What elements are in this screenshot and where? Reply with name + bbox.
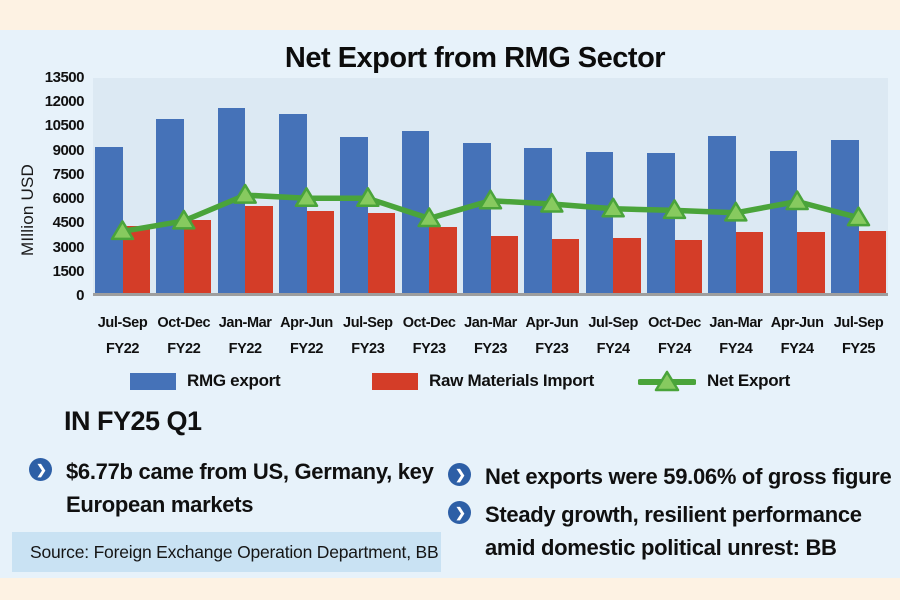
x-axis-category-labels: Jul-Sep FY22 Oct-Dec FY22 Jan-Mar FY22 Apr-Jun… xyxy=(93,310,888,366)
bottom-cream-strip xyxy=(0,578,900,600)
y-tick-label: 3000 xyxy=(52,238,85,256)
legend-swatch xyxy=(130,372,176,390)
rmg-export-bar xyxy=(217,108,246,293)
raw-materials-import-bar xyxy=(797,232,825,293)
raw-materials-import-bar xyxy=(122,226,150,293)
y-axis-tick-labels: 13500 12000 10500 9000 7500 6000 4500 3000 1500 0 xyxy=(30,69,85,304)
rmg-export-bar xyxy=(95,146,123,293)
top-cream-strip xyxy=(0,0,900,30)
legend-swatch xyxy=(372,372,418,390)
bar-group xyxy=(831,75,886,293)
bullet-markets: ❯ $6.77b came from US, Germany, key Euro… xyxy=(29,455,434,521)
chevron-right-circle-icon: ❯ xyxy=(448,463,471,486)
rmg-export-bar xyxy=(769,150,798,293)
rmg-export-bar xyxy=(831,139,859,293)
raw-materials-import-bar xyxy=(674,239,702,293)
bar-group xyxy=(279,75,334,293)
raw-materials-import-bar xyxy=(490,236,518,293)
page-title: Net Export from RMG Sector xyxy=(284,42,666,74)
chart-plot-area xyxy=(93,78,888,296)
y-tick-label: 13500 xyxy=(44,69,85,86)
x-category-label: Jul-Sep FY22 xyxy=(97,315,148,357)
source-note: Source: Foreign Exchange Operation Depar… xyxy=(12,532,441,572)
y-tick-label: 12000 xyxy=(44,93,85,111)
bullet-text: Steady growth, resilient performance ami… xyxy=(485,502,862,560)
rmg-export-bar xyxy=(708,136,736,293)
raw-materials-import-bar xyxy=(613,238,641,293)
x-category-label: Jan-Mar FY24 xyxy=(709,315,763,357)
x-category-label: Jan-Mar FY22 xyxy=(218,315,272,357)
raw-materials-import-bar xyxy=(858,230,886,293)
legend-label: Net Export xyxy=(707,371,790,390)
x-category-label: Jan-Mar FY23 xyxy=(464,315,517,357)
raw-materials-import-bar xyxy=(551,238,580,293)
rmg-export-bar xyxy=(524,147,552,293)
bar-group xyxy=(524,75,580,293)
legend-label: Raw Materials Import xyxy=(429,371,594,390)
legend-item-net-export: Net Export xyxy=(638,368,790,394)
x-category-label: Oct-Dec FY22 xyxy=(157,315,211,357)
rmg-export-bar xyxy=(340,137,368,293)
bar-group xyxy=(647,75,702,293)
legend-item-rmg-export: RMG export xyxy=(130,368,281,394)
raw-materials-import-bar xyxy=(429,226,457,293)
bar-group xyxy=(156,75,212,293)
x-category-label: Oct-Dec FY24 xyxy=(648,315,701,357)
x-category-label: Jul-Sep FY23 xyxy=(343,315,393,357)
bar-group xyxy=(463,75,518,293)
rmg-export-bar xyxy=(279,113,307,293)
raw-materials-import-bar xyxy=(306,210,334,293)
bar-group xyxy=(401,75,457,293)
y-tick-label: 6000 xyxy=(52,190,85,208)
bullet-net-export-share: ❯ Net exports were 59.06% of gross figur… xyxy=(448,460,893,493)
y-tick-label: 9000 xyxy=(52,141,85,159)
legend-line-triangle-icon xyxy=(638,370,696,392)
raw-materials-import-bar xyxy=(367,213,396,293)
bar-group xyxy=(769,75,825,293)
y-tick-label: 7500 xyxy=(52,165,85,183)
bar-group xyxy=(217,75,273,293)
highlight-heading: IN FY25 Q1 xyxy=(64,406,202,436)
y-tick-label: 10500 xyxy=(44,117,85,135)
bullet-steady-growth: ❯ Steady growth, resilient performance a… xyxy=(448,498,893,564)
x-category-label: Apr-Jun FY24 xyxy=(770,315,824,357)
x-category-label: Jul-Sep FY25 xyxy=(833,315,884,357)
bar-group xyxy=(95,75,150,293)
rmg-export-bar xyxy=(401,130,430,293)
chevron-right-circle-icon: ❯ xyxy=(29,458,52,481)
rmg-export-bar xyxy=(463,142,491,293)
bar-group xyxy=(708,75,764,293)
legend-item-raw-materials-import: Raw Materials Import xyxy=(372,368,594,394)
raw-materials-import-bar xyxy=(183,219,212,293)
chevron-right-circle-icon: ❯ xyxy=(448,501,471,524)
x-category-label: Apr-Jun FY22 xyxy=(280,315,333,357)
content-panel: Net Export from RMG Sector MIllion USD 1… xyxy=(0,30,900,578)
x-category-label: Apr-Jun FY23 xyxy=(525,315,579,357)
raw-materials-import-bar xyxy=(735,231,764,293)
y-tick-label: 4500 xyxy=(52,214,85,232)
y-tick-label: 0 xyxy=(76,287,84,304)
bullet-text: $6.77b came from US, Germany, key Europe… xyxy=(66,459,434,517)
x-category-label: Oct-Dec FY23 xyxy=(402,315,456,357)
bullet-text: Net exports were 59.06% of gross figure xyxy=(485,464,892,489)
bar-group xyxy=(340,75,396,293)
bar-group xyxy=(585,75,641,293)
rmg-export-bar xyxy=(585,151,614,293)
raw-materials-import-bar xyxy=(245,205,273,293)
rmg-export-bar xyxy=(647,152,675,293)
x-category-label: Jul-Sep FY24 xyxy=(588,315,638,357)
legend-label: RMG export xyxy=(187,371,281,390)
chart-legend: RMG export Raw Materials Import Net Export xyxy=(0,368,900,394)
y-tick-label: 1500 xyxy=(52,262,85,280)
rmg-export-bar xyxy=(156,118,184,293)
